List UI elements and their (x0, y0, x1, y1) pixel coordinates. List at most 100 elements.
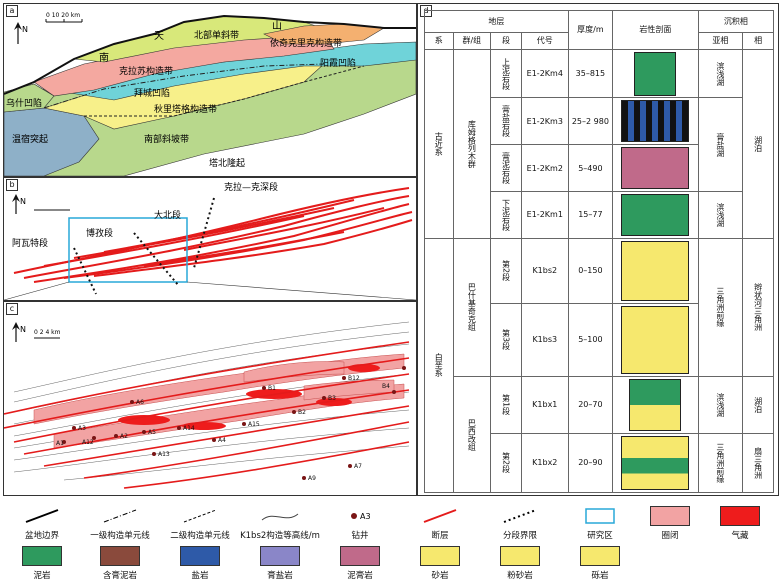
code-row-3: E1-2Km1 (520, 190, 569, 239)
north-label-b: N (20, 197, 26, 206)
subfacies-row-1: 膏盐湖 (697, 97, 744, 192)
lith-row-3 (612, 190, 699, 239)
svg-text:B2: B2 (298, 409, 306, 416)
subfacies-row-5: 三角洲前缘 (697, 237, 744, 378)
system-cretaceous: 白垩系 (424, 237, 454, 494)
legend-conglomerate: 砾岩 (560, 546, 640, 581)
thickness-row-1: 25–2 980 (567, 97, 614, 146)
svg-text:A3: A3 (360, 512, 371, 521)
svg-text:A5: A5 (148, 429, 156, 436)
section-row-2: 膏泥岩段 (490, 144, 522, 192)
label-bozi-segment: 博孜段 (86, 227, 113, 239)
north-arrow-icon (12, 194, 20, 214)
panel-c-map: N 0 2 4 km (4, 321, 410, 489)
thickness-row-7: 20–90 (567, 432, 614, 494)
legend-first-unit: 一级构造单元线 (80, 506, 160, 541)
label-dabei-segment: 大北段 (154, 209, 181, 221)
north-label-c: N (20, 325, 26, 334)
code-row-2: E1-2Km2 (520, 144, 569, 192)
section-row-6: 第1段 (490, 376, 522, 434)
header-section: 段 (490, 32, 522, 50)
svg-text:A3: A3 (78, 425, 86, 432)
legend-gas: 气藏 (700, 506, 780, 541)
thickness-row-2: 5–490 (567, 144, 614, 192)
second-unit-line (84, 65, 365, 117)
panel-c-label: c (6, 303, 18, 315)
subfacies-row-6: 滨浅湖 (697, 376, 744, 434)
system-paleogene: 古近系 (424, 48, 454, 239)
thickness-row-4: 0–150 (567, 237, 614, 304)
code-row-0: E1-2Km4 (520, 48, 569, 99)
panel-c: c N 0 2 4 km (3, 301, 417, 496)
label-kela-segment: 克拉—克深段 (224, 181, 278, 193)
code-row-1: E1-2Km3 (520, 97, 569, 146)
legend: 盆地边界 一级构造单元线 二级构造单元线 K1bs2构造等高线/m A3 钻井 断… (0, 500, 780, 586)
label-yiqikelike: 依奇克里克构造带 (270, 37, 342, 49)
well-labels: A6 A3 A1 A12 A2 A5 A13 A14 A4 A15 B1 B2 … (56, 375, 390, 482)
scale-bar-a (45, 19, 83, 23)
header-code: 代号 (520, 32, 569, 50)
tianshan-region (4, 4, 416, 94)
header-thickness: 厚度/m (567, 10, 614, 50)
header-system: 系 (424, 32, 454, 50)
legend-mud-gypsum: 泥膏岩 (320, 546, 400, 581)
group-bashijiqike: 巴什基奇克组 (452, 237, 492, 378)
stratigraphy-table: 地层 厚度/m 岩性剖面 沉积相 系 群/组 段 代号 亚相 相 古近系 库姆格… (424, 9, 775, 494)
scale-label-c: 0 2 4 km (34, 329, 61, 336)
panel-b-map: N 克拉—克深段 大北段 博孜段 阿瓦特段 (4, 181, 416, 300)
code-row-7: K1bx2 (520, 432, 569, 494)
label-tian: 天 (154, 31, 164, 42)
panel-a-map: N 0 10 20 km 天 山 南 北部单斜带 依奇克里克构造带 克拉苏构造带… (4, 4, 416, 176)
legend-siltstone: 粉砂岩 (480, 546, 560, 581)
group-kumugeliemu: 库姆格列木群 (452, 48, 492, 239)
svg-text:A4: A4 (218, 437, 226, 444)
header-lithology: 岩性剖面 (612, 10, 699, 50)
label-wushi: 乌什凹陷 (6, 97, 42, 109)
phase-lake-1: 湖泊 (742, 48, 774, 239)
svg-text:A12: A12 (82, 439, 94, 446)
lith-row-4 (612, 237, 699, 304)
well-markers (62, 366, 406, 480)
phase-lake-2: 湖泊 (742, 376, 774, 434)
legend-gypsum-salt: 膏盐岩 (240, 546, 320, 581)
legend-trap: 圈闭 (630, 506, 710, 541)
svg-text:B4: B4 (382, 383, 390, 390)
lith-row-1 (612, 97, 699, 146)
panel-d: d 地层 厚度/m 岩性剖面 沉积相 系 群/组 段 代号 亚相 相 古近系 库… (417, 3, 779, 496)
svg-text:A7: A7 (354, 463, 362, 470)
label-north-slope: 北部单斜带 (194, 29, 239, 41)
thickness-row-6: 20–70 (567, 376, 614, 434)
section-row-5: 第3段 (490, 302, 522, 378)
header-group: 群/组 (452, 32, 492, 50)
header-phase: 相 (742, 32, 774, 50)
thickness-row-5: 5–100 (567, 302, 614, 378)
svg-text:A6: A6 (136, 399, 144, 406)
zoom-line-right (186, 281, 416, 300)
fault-lines-c (4, 341, 410, 489)
zoom-line-left (4, 281, 70, 300)
wushi-region (4, 83, 55, 113)
legend-basin: 盆地边界 (2, 506, 82, 541)
thickness-row-0: 35–815 (567, 48, 614, 99)
svg-text:A2: A2 (120, 433, 128, 440)
svg-text:B3: B3 (328, 395, 336, 402)
label-tabei: 塔北隆起 (209, 157, 245, 169)
legend-second-unit: 二级构造单元线 (160, 506, 240, 541)
lith-row-5 (612, 302, 699, 378)
legend-mudstone: 泥岩 (2, 546, 82, 581)
label-qiulitage: 秋里塔格构造带 (154, 103, 217, 115)
legend-well: A3 钻井 (351, 512, 371, 541)
legend-contour: K1bs2构造等高线/m (240, 506, 320, 541)
svg-text:B12: B12 (348, 375, 360, 382)
lith-row-0 (612, 48, 699, 99)
section-row-4: 第2段 (490, 237, 522, 304)
svg-text:A9: A9 (308, 475, 316, 482)
study-area-box (68, 217, 188, 283)
svg-text:A14: A14 (183, 425, 195, 432)
header-subfacies: 亚相 (697, 32, 744, 50)
lith-row-7 (612, 432, 699, 494)
label-south-slope: 南部斜坡带 (144, 133, 189, 145)
lith-row-6 (612, 376, 699, 434)
header-stratum: 地层 (424, 9, 569, 34)
section-row-1: 膏盐岩段 (490, 97, 522, 146)
